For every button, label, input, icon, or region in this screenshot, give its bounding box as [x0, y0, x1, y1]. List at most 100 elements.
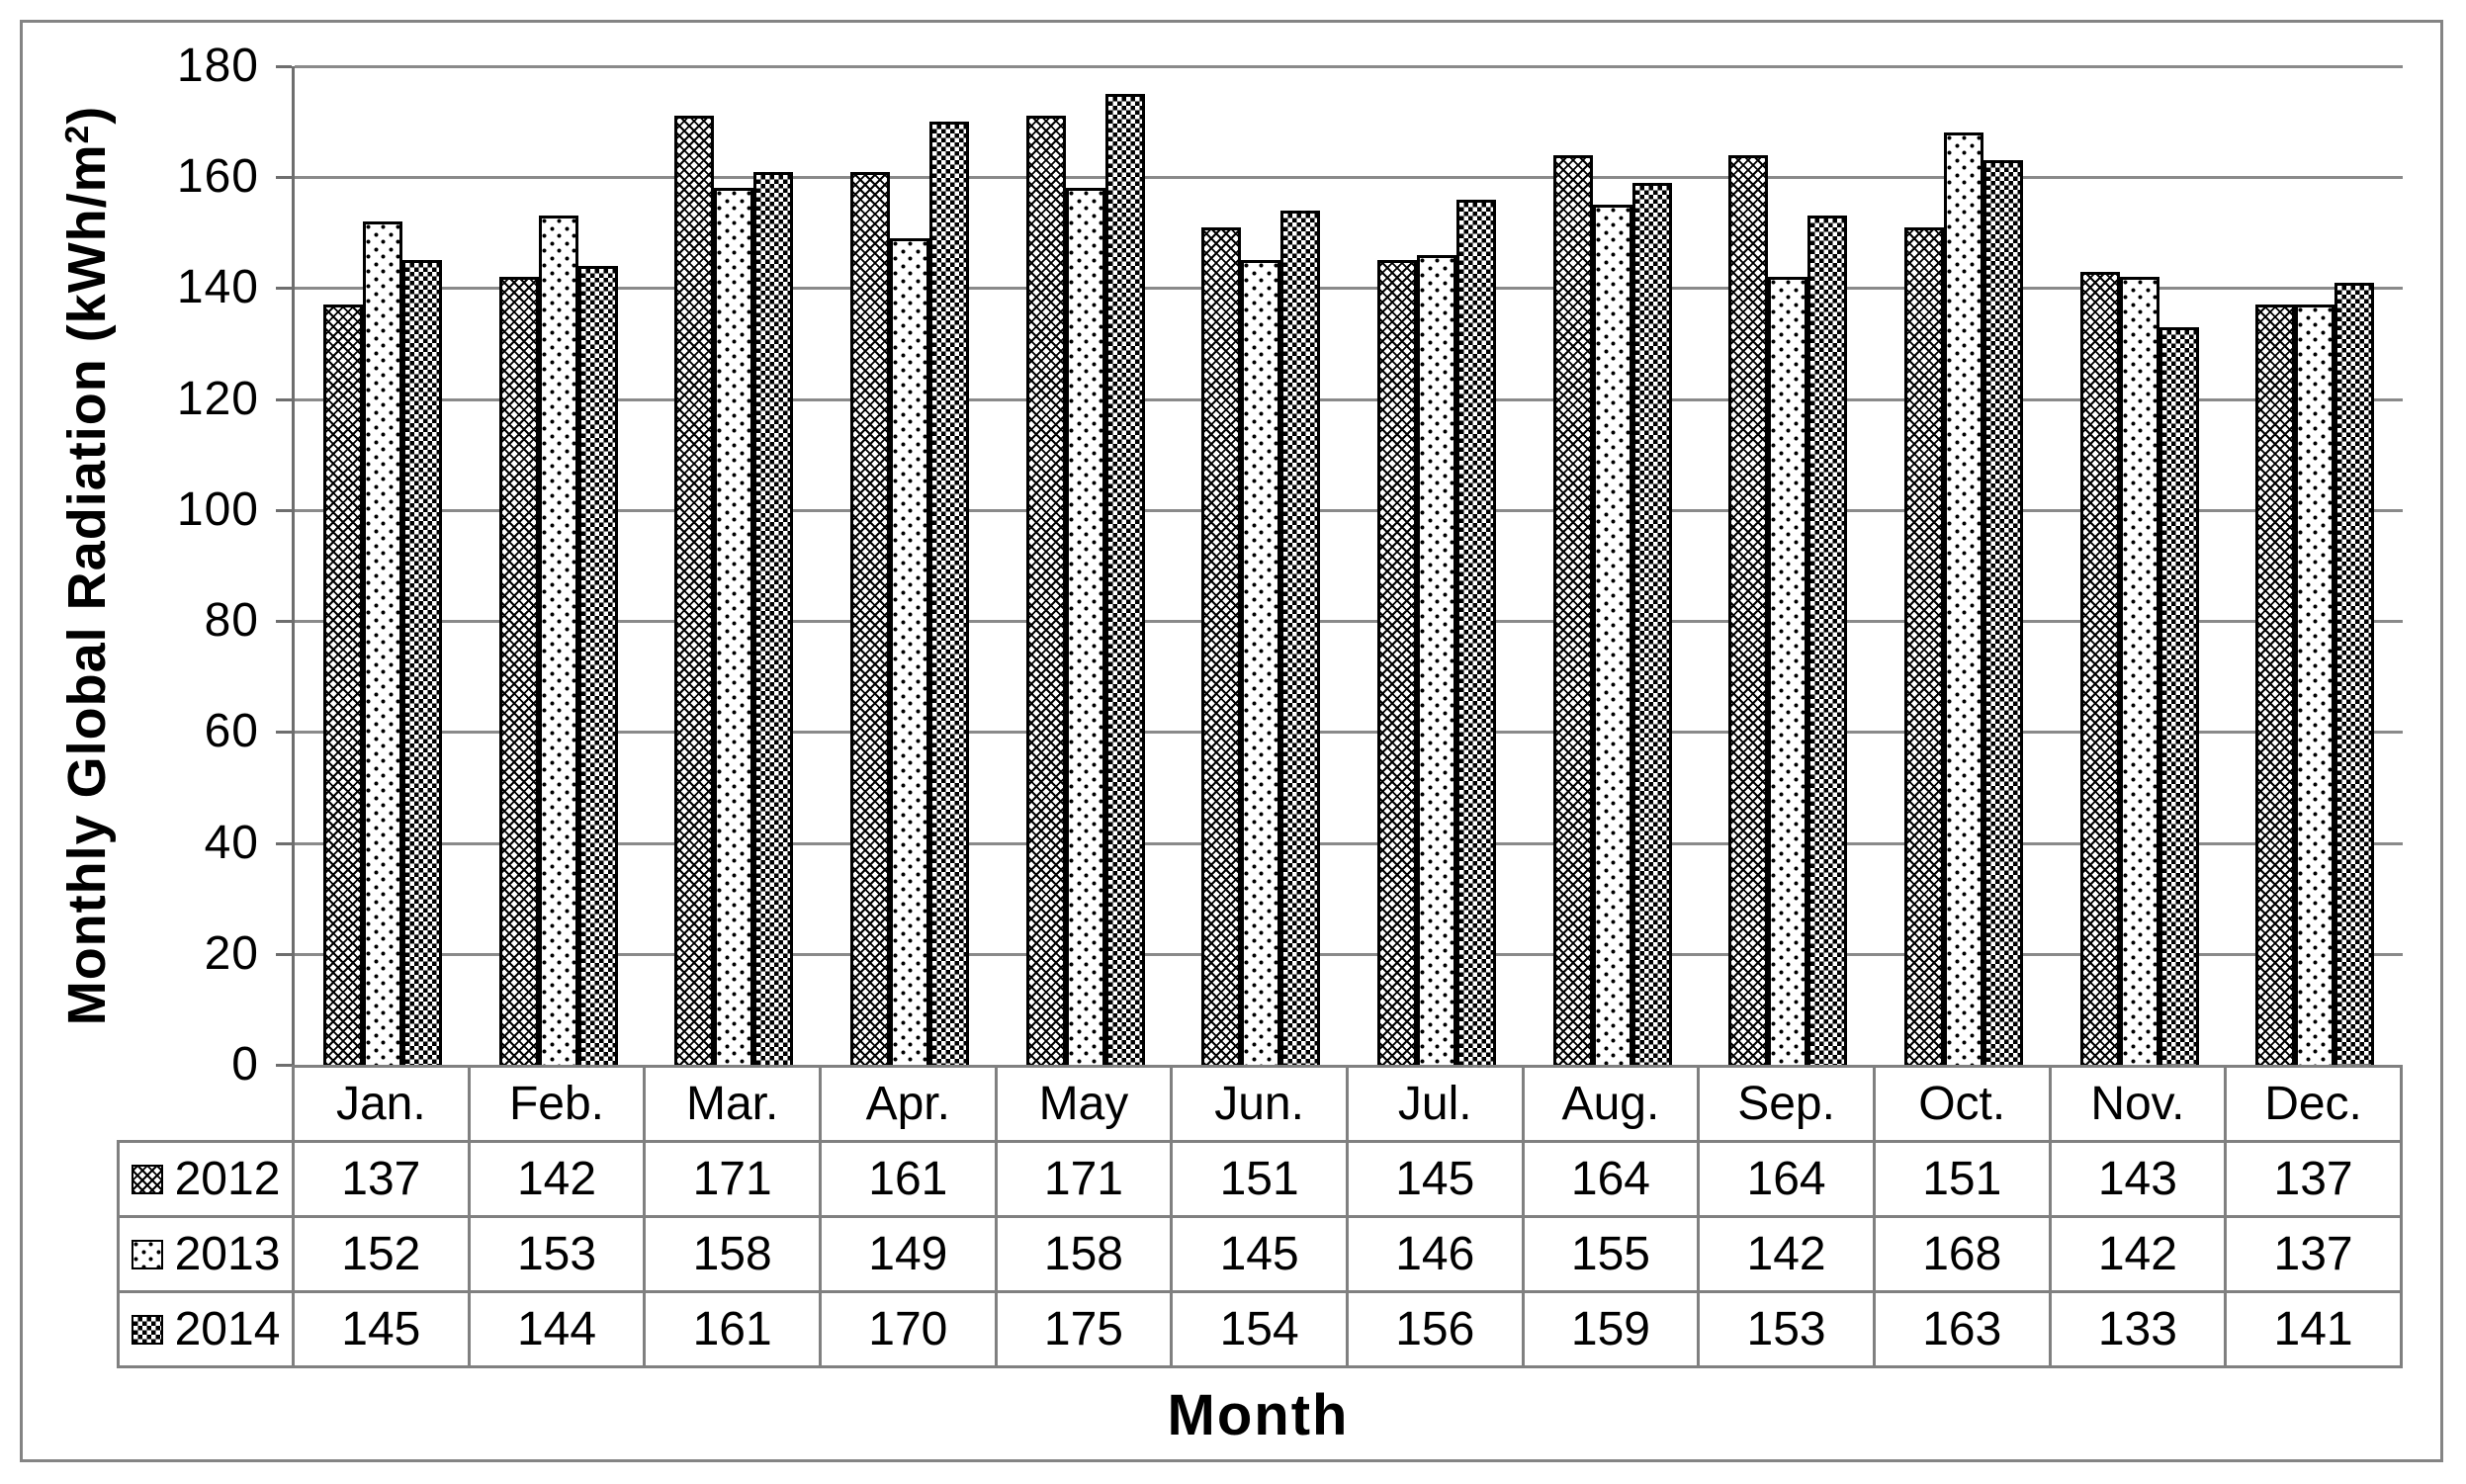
gridline-140 [295, 287, 2403, 290]
y-tick-120 [276, 398, 292, 401]
month-header-dec: Dec. [2224, 1065, 2403, 1143]
gridline-20 [295, 953, 2403, 956]
bar-2013-nov [2119, 277, 2159, 1065]
value-2013-sep: 142 [1697, 1215, 1876, 1293]
bar-2014-sep [1807, 216, 1848, 1065]
y-tick-100 [276, 509, 292, 512]
value-2013-nov: 142 [2048, 1215, 2228, 1293]
bar-2014-apr [928, 122, 969, 1065]
y-tick-label-20: 20 [204, 927, 259, 980]
legend-item-content: 2012 [120, 1152, 292, 1206]
y-tick-label-180: 180 [176, 40, 259, 92]
gridline-60 [295, 731, 2403, 734]
legend-label-2014: 2014 [174, 1303, 281, 1355]
bar-2012-may [1025, 116, 1066, 1065]
legend-swatch-diamond-crosshatch-icon [131, 1164, 163, 1194]
bar-2013-feb [538, 216, 578, 1065]
data-table: Jan. Feb. Mar. Apr. May Jun. Jul. Aug. Sep. Oct. N… [117, 1065, 2403, 1368]
figure-border [20, 20, 2443, 1462]
bar-2014-aug [1631, 183, 1672, 1065]
legend-item-2013: 2013 [117, 1215, 295, 1293]
value-2013-apr: 149 [818, 1215, 998, 1293]
bar-2014-nov [2158, 327, 2199, 1065]
value-2014-jun: 154 [1170, 1290, 1349, 1368]
bar-2014-jul [1455, 200, 1496, 1065]
y-tick-180 [276, 65, 292, 68]
legend-label-2012: 2012 [174, 1153, 281, 1205]
bar-2014-feb [577, 266, 618, 1065]
value-2013-jun: 145 [1170, 1215, 1349, 1293]
bar-2014-oct [1982, 160, 2023, 1065]
y-axis-title-suffix: ) [57, 105, 117, 125]
value-2012-oct: 151 [1872, 1140, 2052, 1218]
y-tick-160 [276, 176, 292, 179]
legend-swatch-checkerboard-icon [131, 1314, 163, 1345]
month-header-sep: Sep. [1697, 1065, 1876, 1143]
bar-2014-dec [2334, 283, 2375, 1065]
value-2014-nov: 133 [2048, 1290, 2228, 1368]
month-header-mar: Mar. [643, 1065, 822, 1143]
bar-2013-sep [1768, 277, 1808, 1065]
month-header-row: Jan. Feb. Mar. Apr. May Jun. Jul. Aug. Sep. Oct. N… [119, 1065, 2403, 1143]
bar-2014-jan [401, 260, 442, 1065]
bar-2012-oct [1903, 227, 1944, 1065]
bar-2012-jun [1201, 227, 1242, 1065]
y-tick-140 [276, 287, 292, 290]
legend-item-content: 2014 [120, 1302, 292, 1356]
bar-2012-dec [2255, 305, 2296, 1065]
month-header-may: May [994, 1065, 1174, 1143]
value-2014-feb: 144 [467, 1290, 647, 1368]
y-tick-label-80: 80 [204, 594, 259, 647]
value-2013-jan: 152 [292, 1215, 471, 1293]
value-2014-aug: 159 [1521, 1290, 1701, 1368]
value-2014-oct: 163 [1872, 1290, 2052, 1368]
value-2012-jul: 145 [1345, 1140, 1525, 1218]
legend-swatch-sparse-dots-icon [131, 1239, 163, 1269]
value-2013-may: 158 [994, 1215, 1174, 1293]
bar-2013-aug [1592, 205, 1632, 1065]
value-2014-mar: 161 [643, 1290, 822, 1368]
y-axis-title: Monthly Global Radiation (kWh/m2) [56, 106, 118, 1026]
y-tick-0 [276, 1064, 292, 1067]
bar-2012-aug [1552, 155, 1593, 1065]
bar-2012-apr [849, 172, 890, 1065]
value-2012-apr: 161 [818, 1140, 998, 1218]
value-2014-apr: 170 [818, 1290, 998, 1368]
bar-2013-oct [1943, 132, 1983, 1065]
table-corner-spacer [119, 1067, 294, 1142]
bar-2013-jan [362, 221, 402, 1065]
gridline-40 [295, 842, 2403, 845]
table-row-2014: 2014 145 144 161 170 175 154 156 159 153 163 133 141 [117, 1290, 2403, 1368]
value-2013-aug: 155 [1521, 1215, 1701, 1293]
y-tick-60 [276, 731, 292, 734]
y-tick-label-140: 140 [176, 261, 259, 313]
gridline-160 [295, 176, 2403, 179]
y-tick-label-60: 60 [204, 705, 259, 757]
value-2012-jun: 151 [1170, 1140, 1349, 1218]
y-tick-80 [276, 620, 292, 623]
value-2014-dec: 141 [2224, 1290, 2403, 1368]
gridline-120 [295, 398, 2403, 401]
month-header-apr: Apr. [818, 1065, 998, 1143]
bar-2013-dec [2295, 305, 2335, 1065]
legend-item-content: 2013 [120, 1227, 292, 1281]
y-tick-label-0: 0 [231, 1038, 259, 1091]
value-2012-aug: 164 [1521, 1140, 1701, 1218]
month-header-feb: Feb. [467, 1065, 647, 1143]
value-2012-dec: 137 [2224, 1140, 2403, 1218]
value-2014-may: 175 [994, 1290, 1174, 1368]
bar-2012-jan [322, 305, 363, 1065]
bar-2014-may [1104, 94, 1145, 1065]
value-2013-mar: 158 [643, 1215, 822, 1293]
table-row-2012: 2012 137 142 171 161 171 151 145 164 164 151 143 137 [117, 1140, 2403, 1218]
gridline-180 [295, 65, 2403, 68]
y-tick-40 [276, 842, 292, 845]
bar-2012-sep [1728, 155, 1769, 1065]
legend-item-2012: 2012 [117, 1140, 295, 1218]
value-2012-sep: 164 [1697, 1140, 1876, 1218]
gridline-80 [295, 620, 2403, 623]
value-2014-jul: 156 [1345, 1290, 1525, 1368]
value-2012-may: 171 [994, 1140, 1174, 1218]
y-tick-label-160: 160 [176, 150, 259, 203]
legend-label-2013: 2013 [174, 1228, 281, 1280]
